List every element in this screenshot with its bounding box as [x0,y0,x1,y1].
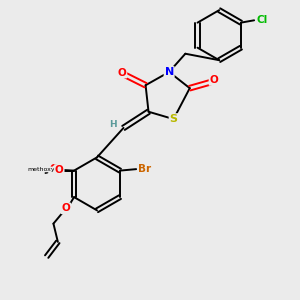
Text: S: S [169,114,178,124]
Text: Br: Br [138,164,151,174]
Text: O: O [49,164,58,174]
Text: H: H [110,120,117,129]
Text: O: O [61,203,70,213]
Text: O: O [209,75,218,85]
Text: N: N [164,67,174,77]
Text: O: O [55,165,64,175]
Text: methoxy: methoxy [28,167,56,172]
Text: O: O [118,68,126,78]
Text: Cl: Cl [257,15,268,25]
